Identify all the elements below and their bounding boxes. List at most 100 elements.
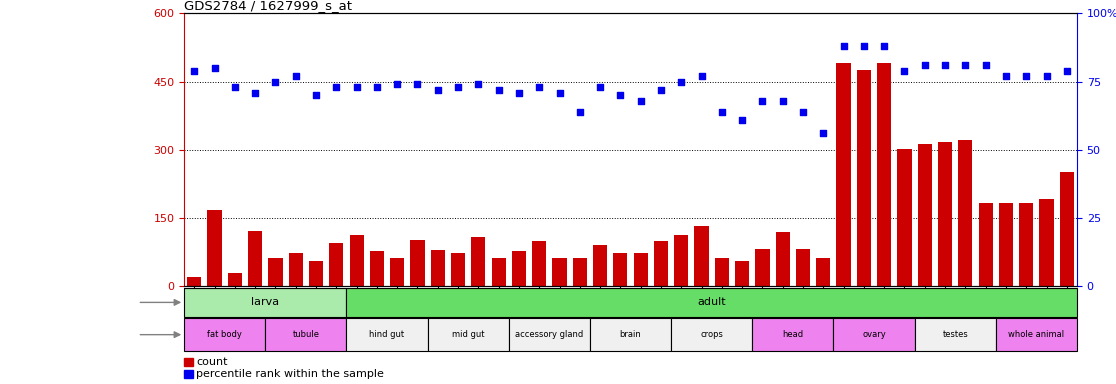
Bar <box>756 249 770 286</box>
Bar <box>796 249 810 286</box>
Bar <box>614 253 627 286</box>
Point <box>429 87 446 93</box>
Bar <box>877 63 892 286</box>
Point <box>956 62 974 68</box>
Text: brain: brain <box>619 330 642 339</box>
Bar <box>184 318 266 351</box>
Text: larva: larva <box>251 297 279 308</box>
Bar <box>714 258 729 286</box>
Point <box>753 98 771 104</box>
Bar <box>391 258 404 286</box>
Text: accessory gland: accessory gland <box>516 330 584 339</box>
Bar <box>187 277 201 286</box>
Bar <box>309 261 324 286</box>
Bar <box>1019 204 1033 286</box>
Point <box>632 98 650 104</box>
Bar <box>346 288 1077 317</box>
Text: fat body: fat body <box>208 330 242 339</box>
Bar <box>816 258 830 286</box>
Point <box>327 84 345 90</box>
Bar <box>776 232 790 286</box>
Text: mid gut: mid gut <box>452 330 484 339</box>
Point <box>225 84 243 90</box>
Point <box>185 68 203 74</box>
Text: crops: crops <box>700 330 723 339</box>
Bar <box>248 231 262 286</box>
Point <box>267 78 285 84</box>
Bar <box>268 258 282 286</box>
Point <box>470 81 488 88</box>
Bar <box>471 237 485 286</box>
Bar <box>917 144 932 286</box>
Point <box>612 92 629 98</box>
Bar <box>834 318 915 351</box>
Text: adult: adult <box>698 297 727 308</box>
Point <box>571 109 589 115</box>
Point <box>550 89 568 96</box>
Bar <box>289 253 302 286</box>
Text: hind gut: hind gut <box>369 330 405 339</box>
Text: head: head <box>782 330 804 339</box>
Point <box>997 73 1014 79</box>
Text: GDS2784 / 1627999_s_at: GDS2784 / 1627999_s_at <box>184 0 353 12</box>
Bar <box>959 140 972 286</box>
Bar <box>1060 172 1074 286</box>
Bar <box>369 251 384 286</box>
Point <box>875 43 893 49</box>
Bar <box>694 226 709 286</box>
Bar <box>451 253 465 286</box>
Point <box>693 73 711 79</box>
Bar <box>184 370 193 378</box>
Text: testes: testes <box>942 330 968 339</box>
Bar <box>228 273 242 286</box>
Point <box>247 89 264 96</box>
Point <box>773 98 791 104</box>
Text: ovary: ovary <box>863 330 886 339</box>
Bar <box>532 241 547 286</box>
Point <box>713 109 731 115</box>
Bar <box>995 318 1077 351</box>
Point <box>1018 73 1036 79</box>
Bar <box>897 149 912 286</box>
Point <box>733 117 751 123</box>
Bar <box>552 258 567 286</box>
Bar <box>857 70 870 286</box>
Bar <box>573 258 587 286</box>
Bar <box>349 235 364 286</box>
Point <box>895 68 913 74</box>
Bar <box>1039 199 1054 286</box>
Point <box>1058 68 1076 74</box>
Bar <box>590 318 671 351</box>
Point <box>855 43 873 49</box>
Bar <box>427 318 509 351</box>
Bar <box>654 241 668 286</box>
Bar <box>346 318 427 351</box>
Point <box>408 81 426 88</box>
Point <box>916 62 934 68</box>
Bar <box>266 318 346 351</box>
Point <box>815 130 833 136</box>
Point <box>348 84 366 90</box>
Bar <box>593 245 607 286</box>
Text: whole animal: whole animal <box>1008 330 1065 339</box>
Bar <box>509 318 590 351</box>
Bar <box>184 358 193 366</box>
Bar <box>184 288 346 317</box>
Bar <box>512 251 526 286</box>
Bar <box>999 204 1013 286</box>
Bar <box>752 318 834 351</box>
Bar <box>837 63 850 286</box>
Point <box>510 89 528 96</box>
Bar <box>411 240 424 286</box>
Bar <box>431 250 445 286</box>
Bar <box>634 253 647 286</box>
Point <box>388 81 406 88</box>
Point <box>672 78 690 84</box>
Text: count: count <box>196 357 228 367</box>
Point <box>652 87 670 93</box>
Bar <box>671 318 752 351</box>
Point <box>795 109 812 115</box>
Point <box>835 43 853 49</box>
Bar <box>915 318 995 351</box>
Bar <box>329 243 344 286</box>
